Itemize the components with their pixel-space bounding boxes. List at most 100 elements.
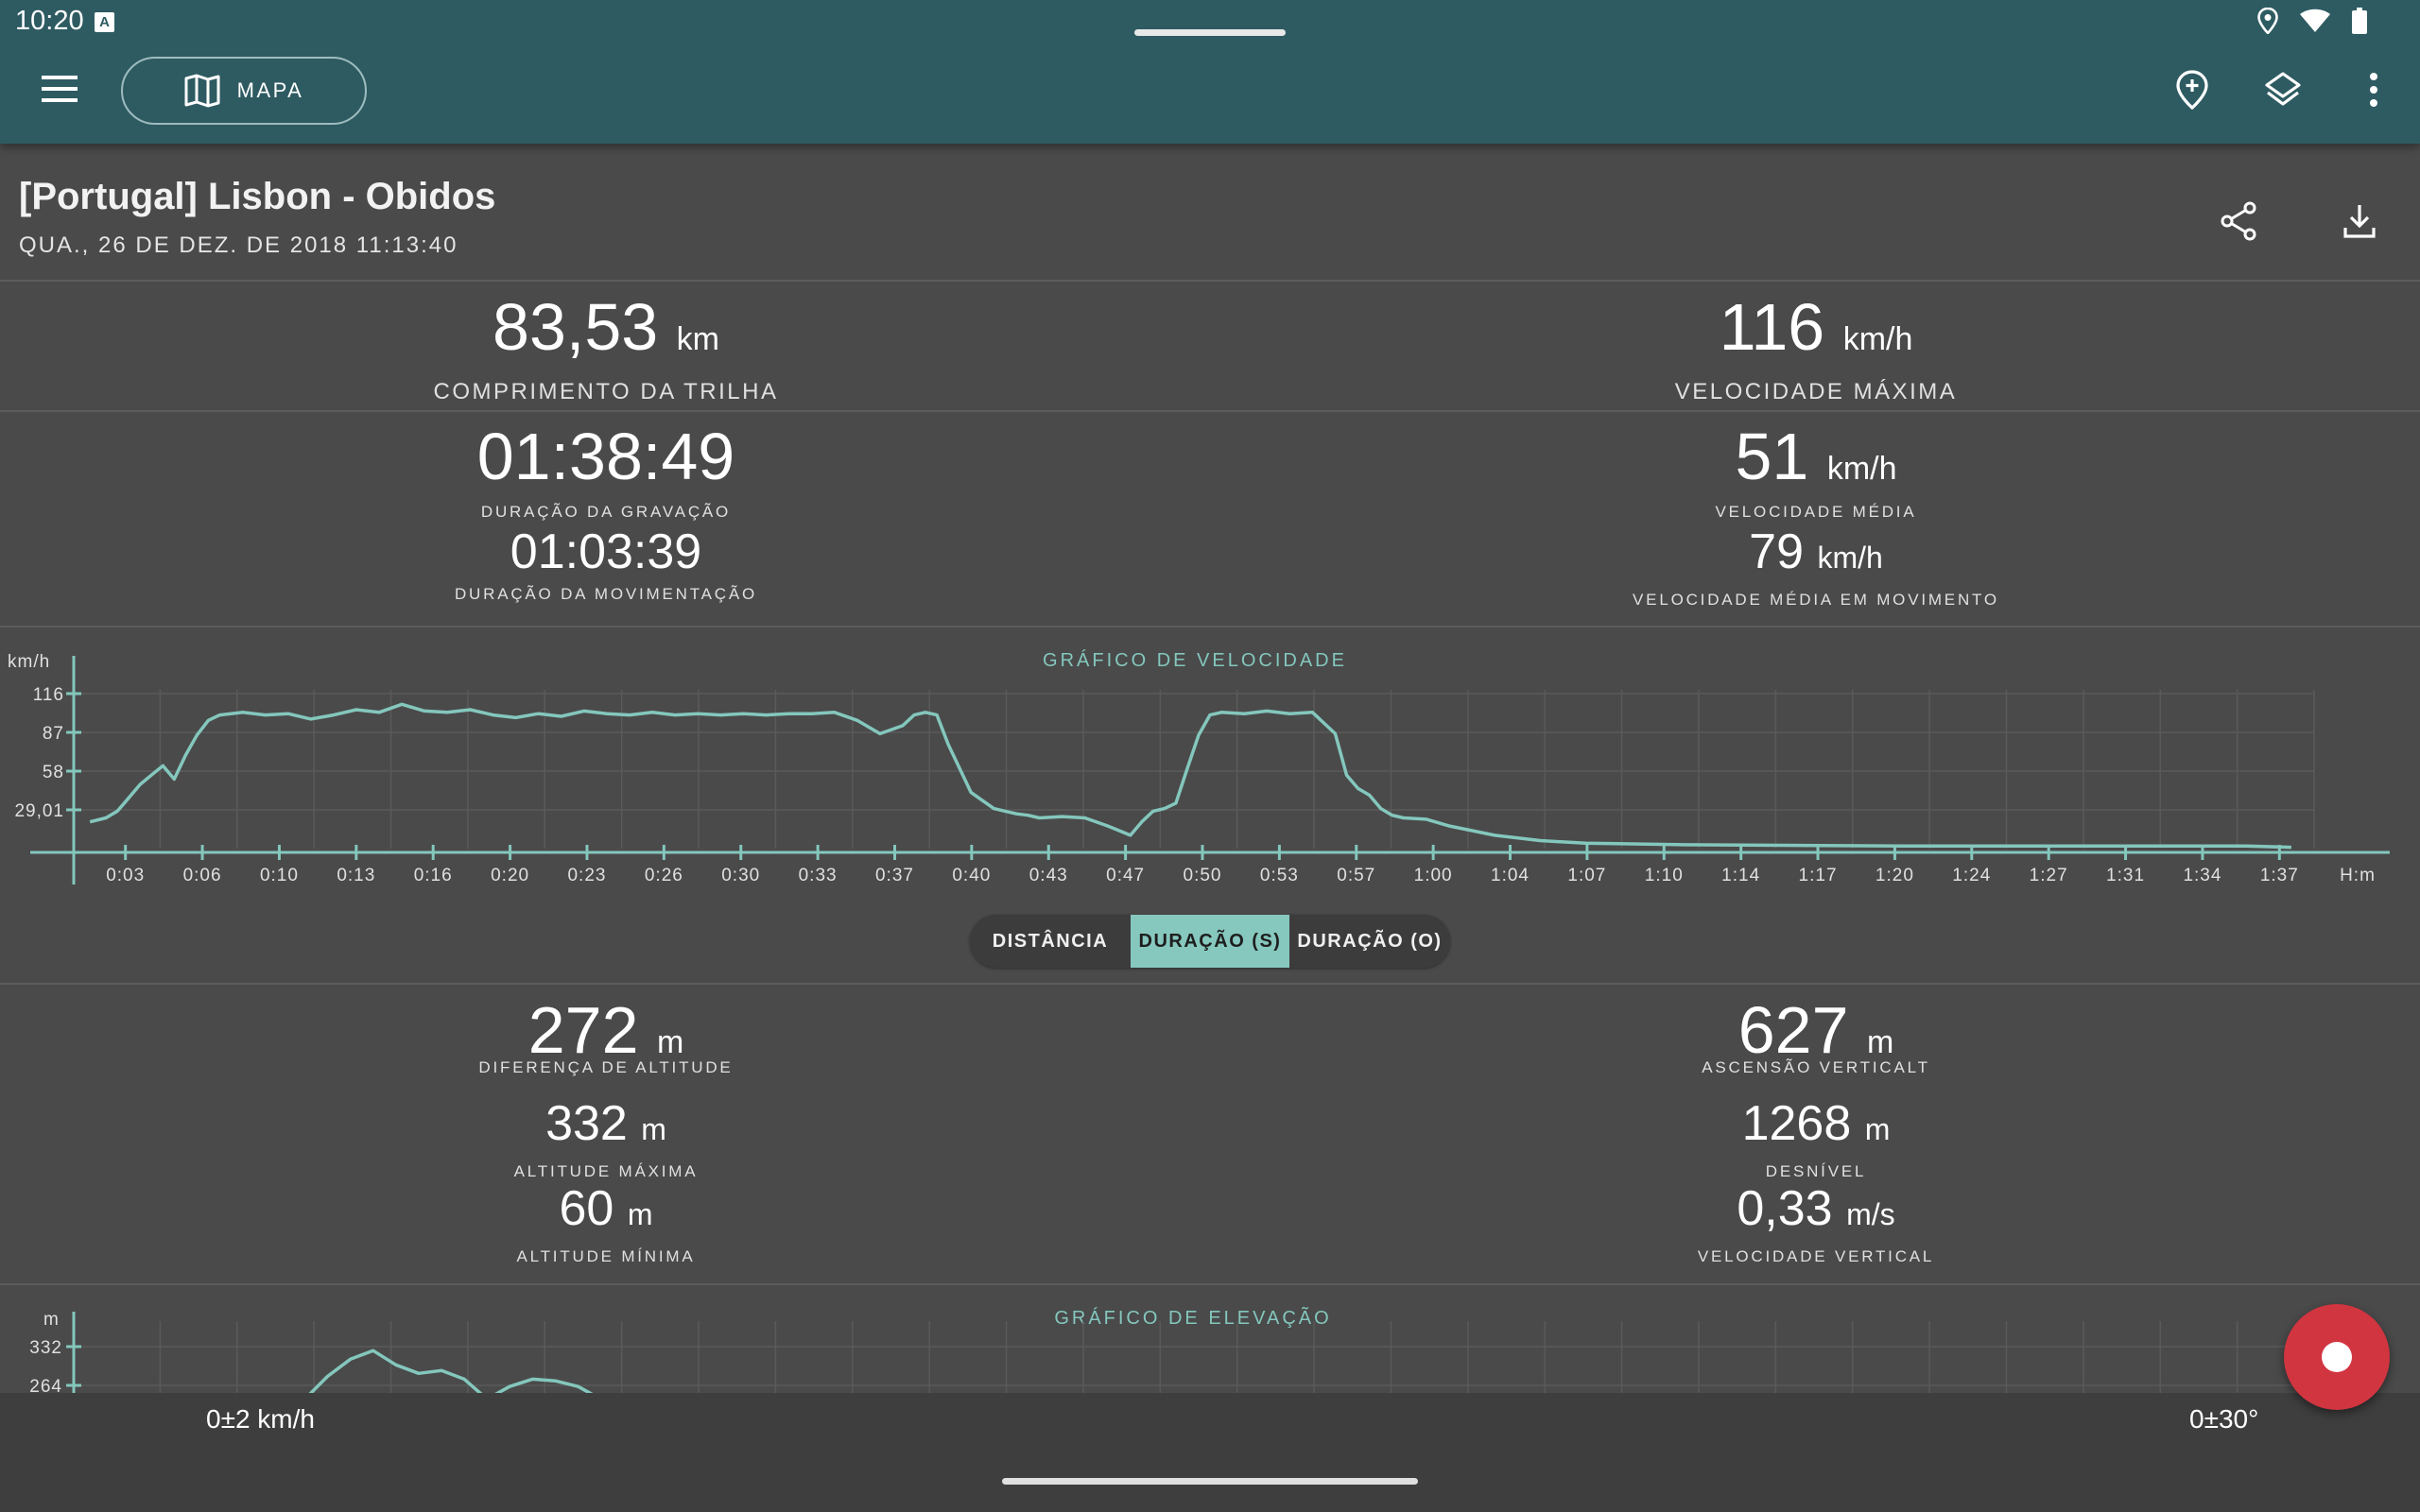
stat-vertical-ascent-caption: ASCENSÃO VERTICALT (1438, 1053, 2194, 1077)
min-alt-label: ALTITUDE MÍNIMA (516, 1247, 696, 1265)
x-tick-label: 0:47 (1106, 866, 1145, 885)
x-axis-label: H:m (2340, 866, 2376, 885)
stat-alt-diff-caption: DIFERENÇA DE ALTITUDE (228, 1053, 984, 1077)
map-button[interactable]: MAPA (121, 57, 367, 125)
layers-icon (2265, 72, 2301, 106)
avg-speed-label: VELOCIDADE MÉDIA (1715, 503, 1917, 521)
vertical-ascent-unit: m (1866, 1024, 1894, 1060)
x-tick-label: 0:33 (799, 866, 838, 885)
stat-elevation-gain: 1268 m DESNÍVEL (1438, 1096, 2194, 1181)
alt-diff-label: DIFERENÇA DE ALTITUDE (478, 1058, 734, 1076)
x-tick-label: 0:30 (721, 866, 760, 885)
record-duration-value: 01:38:49 (476, 420, 735, 493)
y-tick-label: 332 (29, 1338, 62, 1358)
add-marker-button[interactable] (2169, 66, 2216, 113)
min-alt-unit: m (627, 1197, 653, 1231)
x-tick-label: 1:17 (1799, 866, 1838, 885)
track-length-label: COMPRIMENTO DA TRILHA (433, 379, 779, 404)
map-icon (184, 74, 220, 108)
divider (0, 983, 2420, 985)
x-tick-label: 0:16 (414, 866, 453, 885)
y-tick-label: 29,01 (14, 801, 64, 821)
stat-vertical-ascent: 627 m (1438, 992, 2194, 1080)
x-tick-label: 1:07 (1567, 866, 1606, 885)
divider (0, 280, 2420, 282)
app-bar: 10:20 A MAPA (0, 0, 2420, 144)
y-tick-label: 58 (43, 763, 64, 782)
vertical-speed-value: 0,33 (1737, 1181, 1833, 1236)
y-tick-label: 87 (43, 724, 64, 744)
x-tick-label: 1:00 (1414, 866, 1453, 885)
x-tick-label: 0:03 (106, 866, 145, 885)
home-gesture-bar[interactable] (1002, 1478, 1418, 1485)
max-alt-label: ALTITUDE MÁXIMA (513, 1162, 699, 1180)
battery-icon (2352, 8, 2367, 34)
avg-speed-value: 51 (1735, 420, 1809, 493)
moving-duration-label: DURAÇÃO DA MOVIMENTAÇÃO (454, 585, 758, 603)
avg-speed-unit: km/h (1826, 451, 1897, 487)
track-length-unit: km (676, 321, 719, 357)
menu-icon[interactable] (36, 74, 85, 108)
mode-duration-s-button[interactable]: DURAÇÃO (S) (1131, 915, 1289, 968)
x-tick-label: 0:26 (645, 866, 683, 885)
stat-vertical-speed: 0,33 m/s VELOCIDADE VERTICAL (1438, 1181, 2194, 1266)
mode-duration-o-button[interactable]: DURAÇÃO (O) (1297, 930, 1443, 952)
stat-moving-duration: 01:03:39 DURAÇÃO DA MOVIMENTAÇÃO (228, 524, 984, 604)
x-tick-label: 0:06 (183, 866, 222, 885)
speed-chart[interactable]: km/h 116 87 58 29,01 0:03 0:06 0:10 0:13 0:16 0:20… (0, 629, 2420, 894)
max-speed-label: VELOCIDADE MÁXIMA (1674, 379, 1958, 404)
elevation-gain-unit: m (1864, 1112, 1891, 1146)
vertical-speed-label: VELOCIDADE VERTICAL (1697, 1247, 1935, 1265)
elevation-gain-label: DESNÍVEL (1765, 1162, 1867, 1180)
x-tick-label: 0:50 (1184, 866, 1222, 885)
stat-alt-diff: 272 m (228, 992, 984, 1080)
x-tick-label: 1:24 (1952, 866, 1991, 885)
elevation-chart[interactable]: m 332 264 (0, 1304, 2420, 1393)
vertical-ascent-label: ASCENSÃO VERTICALT (1702, 1058, 1930, 1076)
x-tick-label: 1:31 (2106, 866, 2145, 885)
record-button[interactable] (2284, 1304, 2390, 1410)
x-tick-label: 0:37 (875, 866, 914, 885)
mode-distance-button[interactable]: DISTÂNCIA (992, 930, 1109, 952)
drag-handle[interactable] (1134, 29, 1286, 36)
share-button[interactable] (2214, 197, 2263, 246)
x-tick-label: 1:34 (2183, 866, 2221, 885)
x-tick-label: 1:27 (2030, 866, 2068, 885)
notification-icon: A (95, 12, 114, 32)
vertical-speed-unit: m/s (1846, 1197, 1895, 1231)
min-alt-value: 60 (559, 1181, 614, 1236)
speed-accuracy: 0±2 km/h (206, 1404, 315, 1434)
stat-avg-speed: 51 km/h (1438, 419, 2194, 507)
alt-diff-value: 272 (527, 993, 639, 1067)
alt-diff-unit: m (656, 1024, 684, 1060)
divider (0, 626, 2420, 627)
x-tick-label: 0:57 (1337, 866, 1375, 885)
share-icon (2221, 201, 2256, 241)
stat-avg-moving-speed: 79 km/h VELOCIDADE MÉDIA EM MOVIMENTO (1438, 524, 2194, 610)
stat-track-length: 83,53 km COMPRIMENTO DA TRILHA (228, 289, 984, 405)
wifi-icon (2300, 9, 2330, 32)
download-button[interactable] (2335, 197, 2384, 246)
layers-button[interactable] (2259, 66, 2307, 113)
track-title: [Portugal] Lisbon - Obidos (19, 176, 496, 217)
x-tick-label: 0:53 (1260, 866, 1299, 885)
y-axis-label: km/h (8, 652, 50, 672)
stat-max-alt: 332 m ALTITUDE MÁXIMA (228, 1096, 984, 1181)
x-tick-label: 1:10 (1645, 866, 1684, 885)
track-length-value: 83,53 (493, 290, 659, 364)
divider (0, 410, 2420, 412)
stat-min-alt: 60 m ALTITUDE MÍNIMA (228, 1181, 984, 1266)
max-speed-unit: km/h (1842, 321, 1913, 357)
x-tick-label: 0:40 (952, 866, 991, 885)
y-tick-label: 264 (29, 1377, 62, 1393)
max-speed-value: 116 (1719, 290, 1825, 364)
moving-duration-value: 01:03:39 (510, 524, 702, 579)
x-tick-label: 1:37 (2260, 866, 2299, 885)
x-tick-label: 1:14 (1721, 866, 1760, 885)
overflow-menu-button[interactable] (2350, 66, 2397, 113)
x-tick-label: 0:20 (491, 866, 529, 885)
record-duration-label: DURAÇÃO DA GRAVAÇÃO (480, 503, 732, 521)
location-icon (2257, 8, 2278, 34)
angle-accuracy: 0±30° (2189, 1404, 2259, 1434)
avg-moving-speed-label: VELOCIDADE MÉDIA EM MOVIMENTO (1633, 591, 1999, 609)
